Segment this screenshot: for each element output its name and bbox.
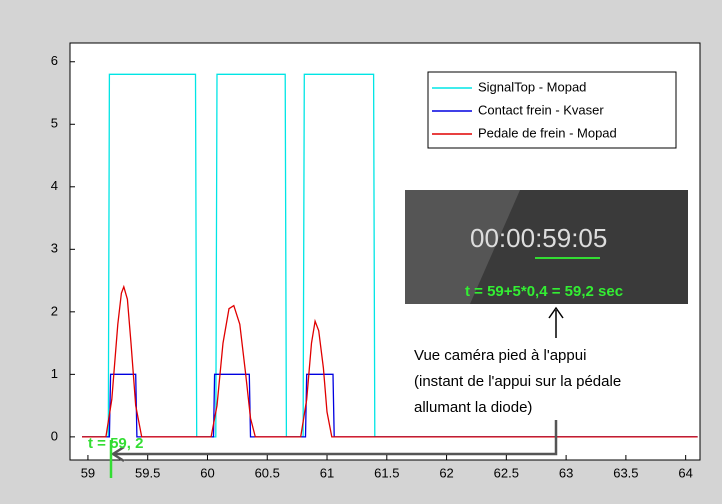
inset-formula: t = 59+5*0,4 = 59,2 sec xyxy=(465,283,623,300)
series-line xyxy=(82,373,698,438)
x-tick-label: 60 xyxy=(200,465,214,480)
note-line: allumant la diode) xyxy=(414,399,532,416)
legend-box xyxy=(427,71,677,149)
x-tick-label: 61 xyxy=(320,465,334,480)
y-tick-label: 4 xyxy=(51,178,58,193)
arrow-head xyxy=(548,306,564,319)
note-line: Vue caméra pied à l'appui xyxy=(414,347,586,364)
x-tick-label: 61.5 xyxy=(374,465,399,480)
plot-layer xyxy=(82,73,698,438)
x-tick-label: 62 xyxy=(439,465,453,480)
x-tick-label: 59 xyxy=(81,465,95,480)
series-line xyxy=(82,73,698,438)
y-tick-label: 0 xyxy=(51,428,58,443)
y-tick-label: 3 xyxy=(51,241,58,256)
y-tick-label: 1 xyxy=(51,366,58,381)
y-tick-label: 5 xyxy=(51,116,58,131)
legend-label: Pedale de frein - Mopad xyxy=(478,125,617,140)
camera-inset-shade xyxy=(405,190,520,304)
x-tick-label: 64 xyxy=(678,465,692,480)
inset-clock: 00:00:59:05 xyxy=(470,223,607,253)
legend-label: Contact frein - Kvaser xyxy=(478,102,604,117)
y-tick-label: 2 xyxy=(51,303,58,318)
legend-label: SignalTop - Mopad xyxy=(478,79,586,94)
arrow-head xyxy=(110,445,125,463)
marker-label: t = 59, 2 xyxy=(88,435,143,452)
arrow-back xyxy=(114,420,558,456)
x-tick-label: 62.5 xyxy=(494,465,519,480)
note-line: (instant de l'appui sur la pédale xyxy=(414,373,621,390)
x-tick-label: 60.5 xyxy=(255,465,280,480)
series-line xyxy=(82,284,698,438)
x-tick-label: 63 xyxy=(559,465,573,480)
y-tick-label: 6 xyxy=(51,53,58,68)
x-tick-label: 63.5 xyxy=(613,465,638,480)
x-tick-label: 59.5 xyxy=(135,465,160,480)
